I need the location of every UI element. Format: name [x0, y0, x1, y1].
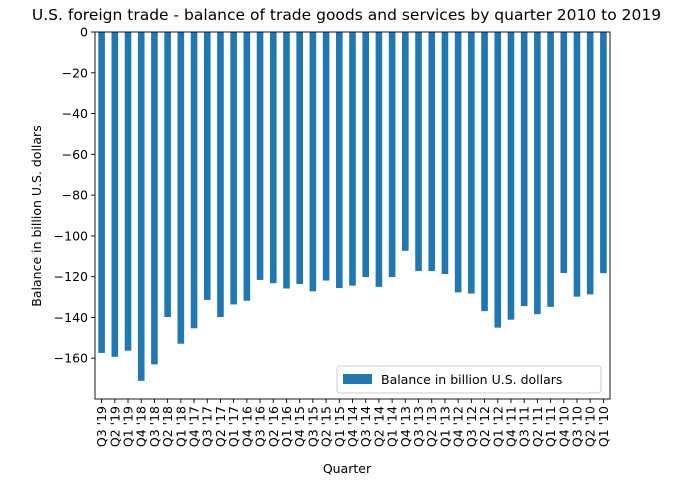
x-tick-label: Q3 '18 [147, 406, 162, 447]
bar [111, 32, 119, 357]
bar [164, 32, 171, 318]
x-tick-label: Q4 '14 [345, 406, 360, 447]
bars-group [98, 32, 607, 381]
x-tick-label: Q1 '15 [332, 406, 347, 447]
bar [124, 32, 132, 351]
bar [296, 32, 303, 285]
bar [335, 32, 343, 289]
y-tick-label: −120 [54, 269, 88, 284]
bar [507, 32, 515, 320]
bar [137, 32, 145, 381]
x-tick-label: Q4 '13 [398, 406, 413, 447]
y-tick-label: −140 [54, 310, 88, 325]
x-tick-label: Q4 '16 [239, 406, 254, 447]
y-axis-label: Balance in billion U.S. dollars [29, 125, 44, 306]
bar [388, 32, 396, 278]
x-tick-label: Q3 '14 [358, 406, 373, 447]
bar [177, 32, 185, 344]
x-tick-label: Q1 '18 [173, 406, 188, 447]
bar [586, 32, 594, 295]
x-tick-label: Q2 '11 [530, 406, 545, 447]
bar [468, 32, 475, 294]
x-tick-label: Q2 '15 [319, 406, 334, 447]
x-tick-label: Q3 '17 [200, 406, 215, 447]
legend-swatch [343, 374, 372, 384]
y-tick-label: −160 [54, 351, 88, 366]
x-tick-label: Q1 '12 [490, 406, 505, 447]
x-tick-label: Q3 '19 [94, 406, 109, 447]
chart-title: U.S. foreign trade - balance of trade go… [32, 6, 661, 24]
x-tick-label: Q1 '19 [121, 406, 136, 447]
x-tick-label: Q3 '13 [411, 406, 426, 447]
x-tick-label: Q2 '17 [213, 406, 228, 447]
x-tick-label: Q2 '13 [424, 406, 439, 447]
x-axis-label: Quarter [323, 461, 372, 476]
bar [415, 32, 422, 271]
x-tick-label: Q2 '14 [371, 406, 386, 447]
x-tick-label: Q1 '16 [279, 406, 294, 447]
bar [600, 32, 607, 274]
x-tick-label: Q1 '14 [385, 406, 400, 447]
y-tick-label: 0 [80, 25, 88, 40]
bar [309, 32, 317, 292]
bar [573, 32, 581, 297]
bar [283, 32, 290, 289]
x-tick-label: Q3 '16 [253, 406, 268, 447]
x-tick-label: Q4 '15 [292, 406, 307, 447]
legend: Balance in billion U.S. dollars [336, 365, 602, 394]
y-tick-label: −60 [62, 147, 88, 162]
x-tick-label: Q3 '10 [569, 406, 584, 447]
bar [217, 32, 224, 318]
x-tick-label: Q4 '17 [187, 406, 202, 447]
bar [322, 32, 330, 281]
y-tick-label: −20 [62, 65, 88, 80]
bar [494, 32, 502, 328]
x-tick-label: Q1 '13 [437, 406, 452, 447]
y-tick-label: −80 [62, 188, 88, 203]
y-tick-label: −40 [62, 106, 88, 121]
y-axis: 0 −20 −40 −60 −80 −100 −120 −140 −160 [54, 25, 95, 366]
bar [190, 32, 198, 329]
plot-frame [94, 31, 611, 400]
bar [441, 32, 449, 275]
bar [203, 32, 211, 300]
bar [243, 32, 251, 301]
x-tick-label: Q4 '18 [134, 406, 149, 447]
y-tick-label: −100 [54, 228, 88, 243]
x-tick-label: Q1 '10 [596, 406, 611, 447]
x-tick-label: Q2 '18 [160, 406, 175, 447]
x-tick-label: Q2 '19 [107, 406, 122, 447]
bar [547, 32, 554, 307]
x-tick-label: Q2 '12 [477, 406, 492, 447]
x-tick-label: Q4 '11 [503, 406, 518, 447]
legend-box [336, 365, 602, 394]
bar [560, 32, 568, 273]
bar [481, 32, 488, 312]
x-tick-label: Q3 '11 [517, 406, 532, 447]
x-tick-label: Q4 '10 [556, 406, 571, 447]
x-tick-label: Q3 '15 [305, 406, 320, 447]
bar [230, 32, 237, 305]
bar [362, 32, 369, 278]
bar [256, 32, 264, 280]
bar [534, 32, 541, 315]
bar [269, 32, 277, 284]
x-tick-label: Q3 '12 [464, 406, 479, 447]
x-tick-label: Q1 '17 [226, 406, 241, 447]
x-tick-label: Q4 '12 [451, 406, 466, 447]
x-tick-label: Q2 '10 [583, 406, 598, 447]
x-tick-label: Q2 '16 [266, 406, 281, 447]
bar [151, 32, 158, 365]
bar [349, 32, 356, 286]
legend-label: Balance in billion U.S. dollars [381, 372, 562, 387]
bar [428, 32, 436, 271]
bar [454, 32, 462, 293]
x-tick-label: Q1 '11 [543, 406, 558, 447]
bar [520, 32, 528, 307]
bar [402, 32, 409, 251]
bar [98, 32, 105, 353]
bar [375, 32, 383, 287]
